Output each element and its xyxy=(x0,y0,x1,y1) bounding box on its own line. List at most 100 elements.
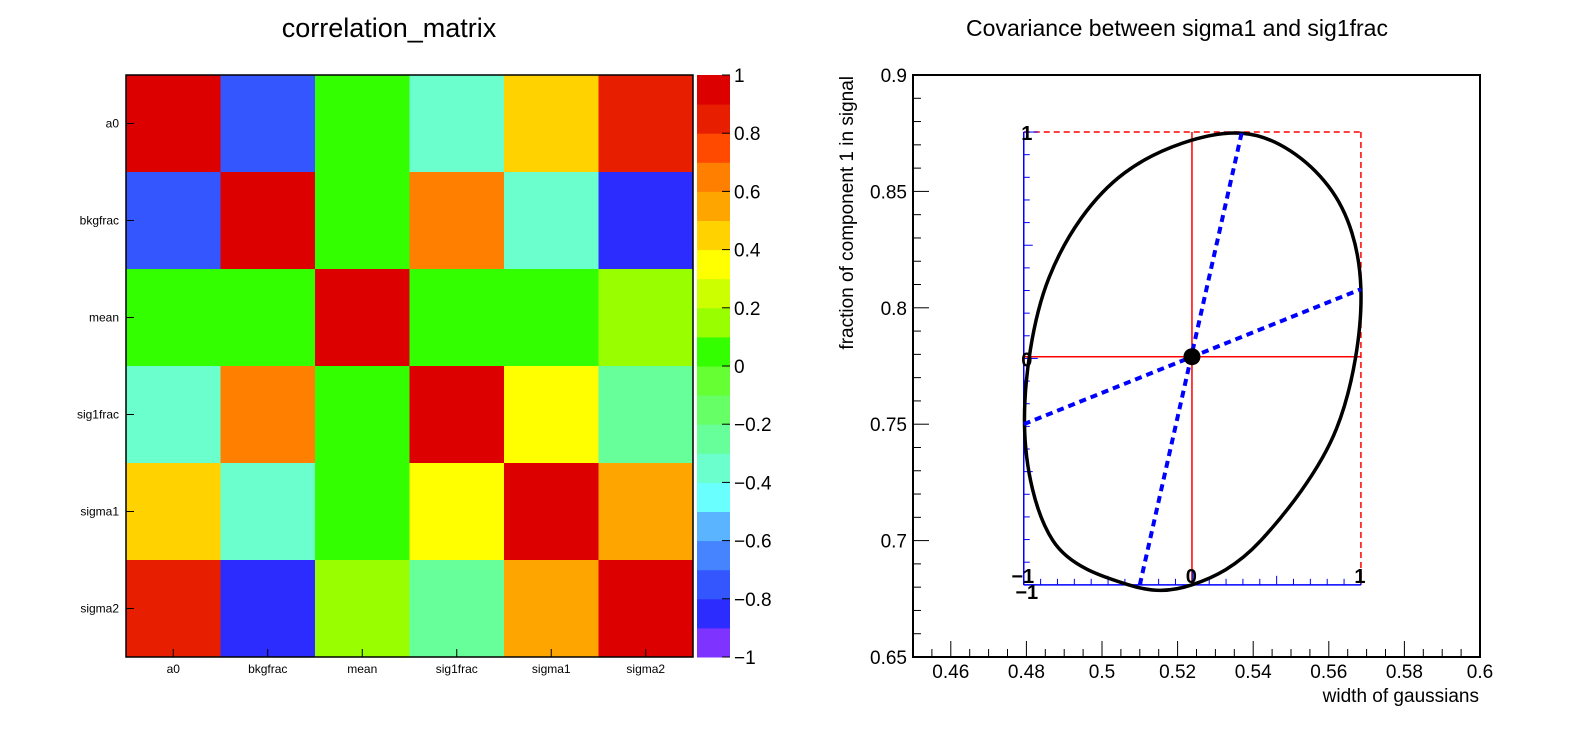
heatmap-cell-a0-sigma1 xyxy=(504,75,599,173)
colorbar-tick-labels: 1 0.8 0.6 0.4 0.2 0 −0.2 −0.4 −0.6 −0.8 −1 xyxy=(722,66,772,669)
heatmap-cell-bkgfrac-mean xyxy=(315,172,410,270)
colorbar-segment xyxy=(697,307,730,338)
colorbar-segment xyxy=(697,453,730,483)
heatmap-cell-sigma2-a0 xyxy=(126,560,221,658)
colorbar-segment xyxy=(697,162,730,192)
heatmap-cell-a0-a0 xyxy=(126,75,221,173)
colorbar-segment xyxy=(697,336,730,367)
colorbar-tick-label: −0.2 xyxy=(734,415,772,436)
x-tick-label: 0.5 xyxy=(1089,662,1115,683)
heatmap-cell-sig1frac-bkgfrac xyxy=(220,366,316,464)
heatmap-cell-mean-sig1frac xyxy=(409,269,505,367)
y-axis: 0.65 0.7 0.75 0.8 0.85 0.9 xyxy=(870,66,929,669)
colorbar-tick-label: 0 xyxy=(734,357,745,378)
row-label-mean: mean xyxy=(89,311,119,325)
correlation-matrix-title: correlation_matrix xyxy=(282,13,497,43)
ellipse-contour xyxy=(1022,131,1363,593)
heatmap-border xyxy=(125,74,694,658)
box-left-axis-label: 1 xyxy=(1021,123,1032,145)
heatmap-cell-sigma2-sigma2 xyxy=(598,560,694,658)
column-label-sigma2: sigma2 xyxy=(626,662,665,676)
column-label-mean: mean xyxy=(347,662,377,676)
heatmap-cell-mean-sigma2 xyxy=(598,269,694,367)
colorbar-segment xyxy=(697,511,730,542)
colorbar-segment xyxy=(697,482,730,512)
heatmap-cell-sigma1-mean xyxy=(315,463,410,561)
heatmap-cell-sigma2-mean xyxy=(315,560,410,658)
colorbar-segment xyxy=(697,540,730,571)
y-tick-label: 0.85 xyxy=(870,182,907,203)
y-tick-label: 0.65 xyxy=(870,648,907,669)
y-tick-label: 0.9 xyxy=(881,66,907,87)
heatmap-cell-mean-mean xyxy=(315,269,410,367)
x-axis: 0.46 0.48 0.5 0.52 0.54 0.56 0.58 0.6 xyxy=(912,641,1493,683)
heatmap-cell-sig1frac-sigma1 xyxy=(504,366,599,464)
y-tick-label: 0.7 xyxy=(881,532,907,553)
column-label-sig1frac: sig1frac xyxy=(436,662,478,676)
heatmap-cell-sigma2-sig1frac xyxy=(409,560,505,658)
heatmap-frame xyxy=(125,74,694,658)
central-value-point xyxy=(1183,348,1201,366)
heatmap-cells xyxy=(126,75,694,658)
row-label-sigma1: sigma1 xyxy=(80,505,119,519)
heatmap-cell-bkgfrac-sig1frac xyxy=(409,172,505,270)
x-tick-label: 0.56 xyxy=(1310,662,1347,683)
x-tick-label: 0.6 xyxy=(1467,662,1493,683)
heatmap-row-labels: a0 bkgfrac mean sig1frac sigma1 sigma2 xyxy=(77,117,119,616)
x-tick-label: 0.58 xyxy=(1386,662,1423,683)
colorbar-tick-label: 0.4 xyxy=(734,241,761,262)
x-tick-label: 0.48 xyxy=(1008,662,1045,683)
colorbar-segment xyxy=(697,395,730,425)
colorbar-segment xyxy=(697,75,730,105)
heatmap-cell-bkgfrac-bkgfrac xyxy=(220,172,316,270)
heatmap-cell-mean-bkgfrac xyxy=(220,269,316,367)
colorbar-segment xyxy=(697,598,730,629)
colorbar-segment xyxy=(697,424,730,454)
colorbar-tick-label: −0.4 xyxy=(734,473,772,494)
row-label-sig1frac: sig1frac xyxy=(77,408,119,422)
colorbar-tick-label: −1 xyxy=(734,648,756,669)
colorbar xyxy=(697,75,730,658)
heatmap-cell-sig1frac-sig1frac xyxy=(409,366,505,464)
colorbar-tick-label: −0.8 xyxy=(734,590,772,611)
x-tick-label: 0.54 xyxy=(1235,662,1272,683)
x-tick-label: 0.52 xyxy=(1159,662,1196,683)
heatmap-cell-sigma1-a0 xyxy=(126,463,221,561)
box-bottom-axis-label: 0 xyxy=(1186,566,1197,588)
row-label-bkgfrac: bkgfrac xyxy=(80,214,119,228)
heatmap-cell-mean-a0 xyxy=(126,269,221,367)
heatmap-cell-sig1frac-sigma2 xyxy=(598,366,694,464)
heatmap-cell-a0-sigma2 xyxy=(598,75,694,173)
heatmap-cell-sigma1-bkgfrac xyxy=(220,463,316,561)
y-tick-label: 0.8 xyxy=(881,299,907,320)
heatmap-cell-bkgfrac-sigma2 xyxy=(598,172,694,270)
colorbar-segment xyxy=(697,366,730,396)
column-label-a0: a0 xyxy=(167,662,181,676)
row-label-sigma2: sigma2 xyxy=(80,602,119,616)
correlation-matrix-panel: correlation_matrix a0 bkgfrac mean sig1frac… xyxy=(77,13,772,676)
box-bottom-axis-label: −1 xyxy=(1011,566,1034,588)
heatmap-cell-sig1frac-mean xyxy=(315,366,410,464)
heatmap-column-labels: a0 bkgfrac mean sig1frac sigma1 sigma2 xyxy=(167,662,666,676)
box-left-axis-label: −1 xyxy=(1015,582,1038,604)
heatmap-cell-sigma2-sigma1 xyxy=(504,560,599,658)
covariance-title: Covariance between sigma1 and sig1frac xyxy=(966,15,1388,41)
heatmap-cell-a0-sig1frac xyxy=(409,75,505,173)
row-label-a0: a0 xyxy=(106,117,120,131)
heatmap-cell-a0-bkgfrac xyxy=(220,75,316,173)
column-label-sigma1: sigma1 xyxy=(532,662,571,676)
colorbar-tick-label: −0.6 xyxy=(734,532,772,553)
colorbar-segment xyxy=(697,278,730,309)
covariance-ellipse xyxy=(1022,131,1363,593)
colorbar-tick-label: 0.8 xyxy=(734,124,760,145)
colorbar-segment xyxy=(697,220,730,251)
colorbar-segment xyxy=(697,191,730,221)
colorbar-tick-label: 1 xyxy=(734,66,745,87)
heatmap-cell-bkgfrac-sigma1 xyxy=(504,172,599,270)
heatmap-cell-sigma1-sigma2 xyxy=(598,463,694,561)
box-bottom-axis-label: 1 xyxy=(1354,566,1365,588)
colorbar-segment xyxy=(697,104,730,134)
y-tick-label: 0.75 xyxy=(870,415,907,436)
